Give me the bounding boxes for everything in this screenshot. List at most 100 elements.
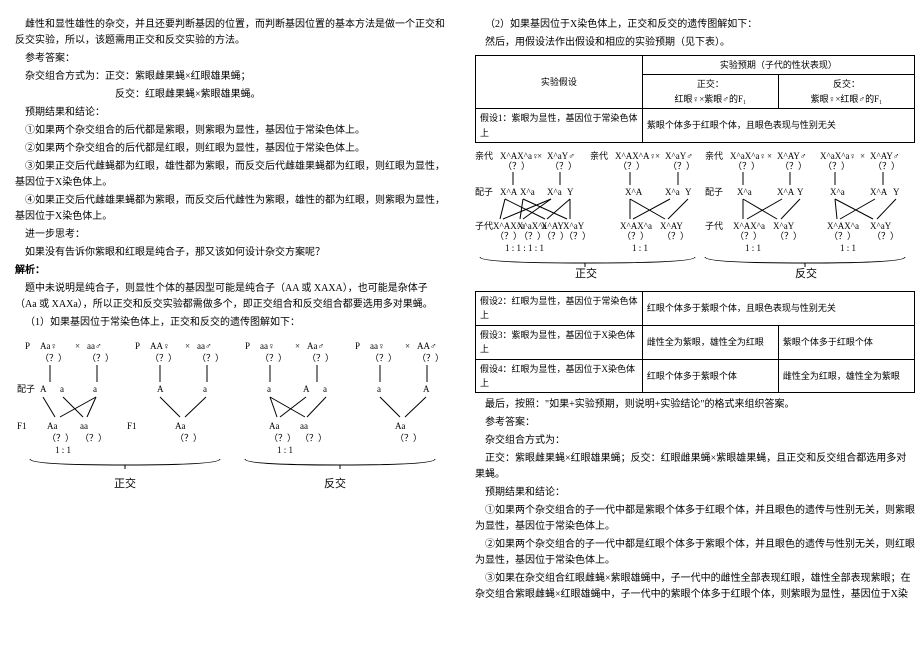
svg-text:X^AX^a: X^AX^a [733,221,765,231]
svg-text:（？）: （？） [300,433,327,443]
r4b: 红眼个体多于紫眼个体 [642,359,778,393]
svg-text:配子: 配子 [705,187,723,197]
svg-text:1 : 1: 1 : 1 [745,243,761,253]
svg-text:A: A [157,384,164,394]
cross-h-r: 杂交组合方式为： [475,433,915,449]
case2: （2）如果基因位于X染色体上，正交和反交的遗传图解如下： [475,17,915,33]
svg-text:（？）: （？） [417,353,444,363]
svg-text:Aa♂: Aa♂ [307,341,324,351]
svg-text:（？）: （？） [197,353,224,363]
svg-text:（？）: （？） [872,231,899,241]
autosome-diagram: P Aa♀×aa♂ （？）（？） 配子 Aaa F1 Aaaa （？）（？） 1… [15,337,445,494]
svg-text:X^A: X^A [777,187,795,197]
svg-text:aa: aa [80,421,88,431]
r1b: 紫眼个体多于红眼个体，且眼色表现与性别无关 [642,109,914,143]
svg-text:（？）: （？） [823,161,850,171]
svg-text:（？）: （？） [370,353,397,363]
svg-text:P: P [25,341,30,351]
svg-text:a: a [60,384,64,394]
svg-text:（？）: （？） [307,353,334,363]
cross-r: 正交：紫眼雌果蝇×红眼雄果蝇；反交：红眼雌果蝇×紫眼雄果蝇，且正交和反交组合都选… [475,451,915,483]
svg-text:1 : 1: 1 : 1 [55,445,71,455]
svg-text:Y: Y [685,187,692,197]
further-h: 进一步思考： [15,227,445,243]
svg-text:1 : 1: 1 : 1 [277,445,293,455]
svg-text:X^A: X^A [625,187,643,197]
svg-text:X^aX^a♀: X^aX^a♀ [730,151,766,161]
hypothesis-table-bottom: 假设2：红眼为显性，基因位于常染色体上 红眼个体多于紫眼个体，且眼色表现与性别无… [475,291,915,393]
svg-text:（？）: （？） [175,433,202,443]
svg-text:（？）: （？） [80,433,107,443]
th-fan: 反交：紫眼♀×红眼♂的F₁ [778,75,914,109]
svg-text:配子: 配子 [475,187,493,197]
svg-text:（？）: （？） [733,161,760,171]
svg-text:亲代: 亲代 [590,150,608,161]
svg-text:亲代: 亲代 [705,150,723,161]
svg-text:aa: aa [300,421,308,431]
svg-text:×: × [295,341,300,351]
right-column: （2）如果基因位于X染色体上，正交和反交的遗传图解如下： 然后，用假设法作出假设… [475,15,915,605]
svg-text:X^a: X^a [737,187,752,197]
svg-text:aa♀: aa♀ [260,341,275,351]
svg-text:×: × [185,341,190,351]
svg-text:（？）: （？） [873,161,900,171]
svg-text:（？）: （？） [47,433,74,443]
svg-text:（？）: （？） [775,231,802,241]
svg-text:Aa: Aa [269,421,280,431]
svg-text:X^AY♂: X^AY♂ [870,151,900,161]
pred-h-r: 预期结果和结论： [475,485,915,501]
r3b: 雌性全为紫眼，雄性全为红眼 [642,325,778,359]
svg-text:X^aY: X^aY [563,221,585,231]
svg-text:（？）: （？） [622,231,649,241]
svg-text:（？）: （？） [260,353,287,363]
svg-text:Aa: Aa [395,421,406,431]
svg-text:P: P [355,341,360,351]
p4: ④如果正交后代雌雄果蝇都为紫眼，而反交后代雌性为紫眼，雄性的都为红眼，则紫眼为显… [15,193,445,225]
svg-text:X^A: X^A [500,187,518,197]
r4c: 雌性全为红眼，雄性全为紫眼 [778,359,914,393]
svg-text:aa♀: aa♀ [370,341,385,351]
svg-text:×: × [655,151,660,161]
svg-text:反交: 反交 [795,266,817,279]
svg-text:正交: 正交 [575,266,597,279]
svg-text:X^AX^a: X^AX^a [620,221,652,231]
svg-text:×: × [405,341,410,351]
svg-text:×: × [75,341,80,351]
svg-text:A: A [40,384,47,394]
svg-text:（？）: （？） [269,433,296,443]
svg-text:a: a [203,384,207,394]
r2b: 红眼个体多于紫眼个体，且眼色表现与性别无关 [642,291,914,325]
jx: 题中未说明是纯合子，则显性个体的基因型可能是纯合子（AA 或 XAXA），也可能… [15,281,445,313]
fan-label: 反交 [235,476,435,494]
svg-text:P: P [245,341,250,351]
p2: ②如果两个杂交组合的后代都是红眼，则红眼为显性，基因位于常染色体上。 [15,141,445,157]
th-pred: 实验预期（子代的性状表现） [642,56,914,75]
svg-text:×: × [537,151,542,161]
svg-text:Aa: Aa [47,421,58,431]
svg-text:X^a: X^a [520,187,535,197]
svg-text:X^A: X^A [870,187,888,197]
svg-text:（？）: （？） [735,231,762,241]
svg-text:X^a: X^a [830,187,845,197]
r4a: 假设4：红眼为显性，基因位于X染色体上 [476,359,643,393]
svg-text:（？）: （？） [780,161,807,171]
ref-r: 参考答案： [475,415,915,431]
svg-text:亲代: 亲代 [475,150,493,161]
svg-text:Y: Y [893,187,900,197]
svg-text:A: A [423,384,430,394]
svg-text:（？）: （？） [618,161,645,171]
r2a: 假设2：红眼为显性，基因位于常染色体上 [476,291,643,325]
svg-text:X^AY♂: X^AY♂ [777,151,807,161]
svg-text:X^a: X^a [665,187,680,197]
svg-text:AA♂: AA♂ [417,341,437,351]
p3: ③如果正交后代雌蝇都为红眼，雄性都为紫眼，而反交后代雌雄果蝇都为红眼，则红眼为显… [15,159,445,191]
r3c: 紫眼个体多于红眼个体 [778,325,914,359]
zheng-label: 正交 [25,476,225,494]
svg-text:F1: F1 [17,421,27,431]
case1: （1）如果基因位于常染色体上，正交和反交的遗传图解如下： [15,315,445,331]
svg-text:1 : 1 : 1 : 1: 1 : 1 : 1 : 1 [505,243,544,253]
svg-text:a: a [377,384,381,394]
then: 然后，用假设法作出假设和相应的实验预期（见下表）。 [475,35,915,51]
svg-text:F1: F1 [127,421,137,431]
svg-text:X^aY♂: X^aY♂ [547,151,575,161]
